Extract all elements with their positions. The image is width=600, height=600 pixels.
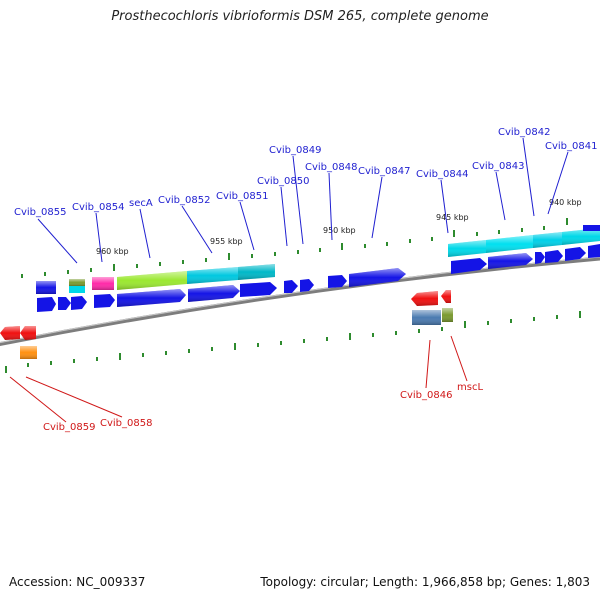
forward-genes-shading bbox=[117, 253, 533, 307]
forward-genes-outer bbox=[36, 225, 600, 294]
scale-label-945: 945 kbp bbox=[436, 213, 469, 222]
label-cvib-0843[interactable]: Cvib_0843 bbox=[472, 161, 524, 172]
label-cvib-0848[interactable]: Cvib_0848 bbox=[305, 162, 357, 173]
label-cvib-0858[interactable]: Cvib_0858 bbox=[100, 418, 152, 429]
label-cvib-0844[interactable]: Cvib_0844 bbox=[416, 169, 468, 180]
label-cvib-0847[interactable]: Cvib_0847 bbox=[358, 166, 410, 177]
label-seca[interactable]: secA bbox=[129, 198, 153, 209]
label-cvib-0855[interactable]: Cvib_0855 bbox=[14, 207, 66, 218]
map-title: Prosthecochloris vibrioformis DSM 265, c… bbox=[111, 9, 489, 24]
reverse-leader-lines bbox=[9, 335, 468, 423]
scale-label-940: 940 kbp bbox=[549, 198, 582, 207]
label-cvib-0854[interactable]: Cvib_0854 bbox=[72, 202, 124, 213]
label-cvib-0859[interactable]: Cvib_0859 bbox=[43, 422, 95, 433]
label-cvib-0842[interactable]: Cvib_0842 bbox=[498, 127, 550, 138]
label-cvib-0852[interactable]: Cvib_0852 bbox=[158, 195, 210, 206]
reverse-genes bbox=[0, 290, 453, 359]
scale-label-950: 950 kbp bbox=[323, 226, 356, 235]
scale-label-955: 955 kbp bbox=[210, 237, 243, 246]
label-mscl[interactable]: mscL bbox=[457, 382, 483, 393]
label-cvib-0850[interactable]: Cvib_0850 bbox=[257, 176, 309, 187]
forward-leader-lines bbox=[37, 137, 569, 264]
genome-backbone bbox=[0, 256, 600, 347]
scale-label-960: 960 kbp bbox=[96, 247, 129, 256]
genome-summary: Topology: circular; Length: 1,966,858 bp… bbox=[260, 575, 590, 589]
inner-ticks bbox=[5, 311, 581, 373]
outer-ticks bbox=[21, 218, 568, 278]
label-cvib-0846[interactable]: Cvib_0846 bbox=[400, 390, 452, 401]
gene-small-blue bbox=[583, 225, 600, 231]
accession-label: Accession: NC_009337 bbox=[9, 575, 146, 589]
gene-cvib-0855b bbox=[69, 286, 85, 293]
label-cvib-0841[interactable]: Cvib_0841 bbox=[545, 141, 597, 152]
label-cvib-0849[interactable]: Cvib_0849 bbox=[269, 145, 321, 156]
label-cvib-0851[interactable]: Cvib_0851 bbox=[216, 191, 268, 202]
